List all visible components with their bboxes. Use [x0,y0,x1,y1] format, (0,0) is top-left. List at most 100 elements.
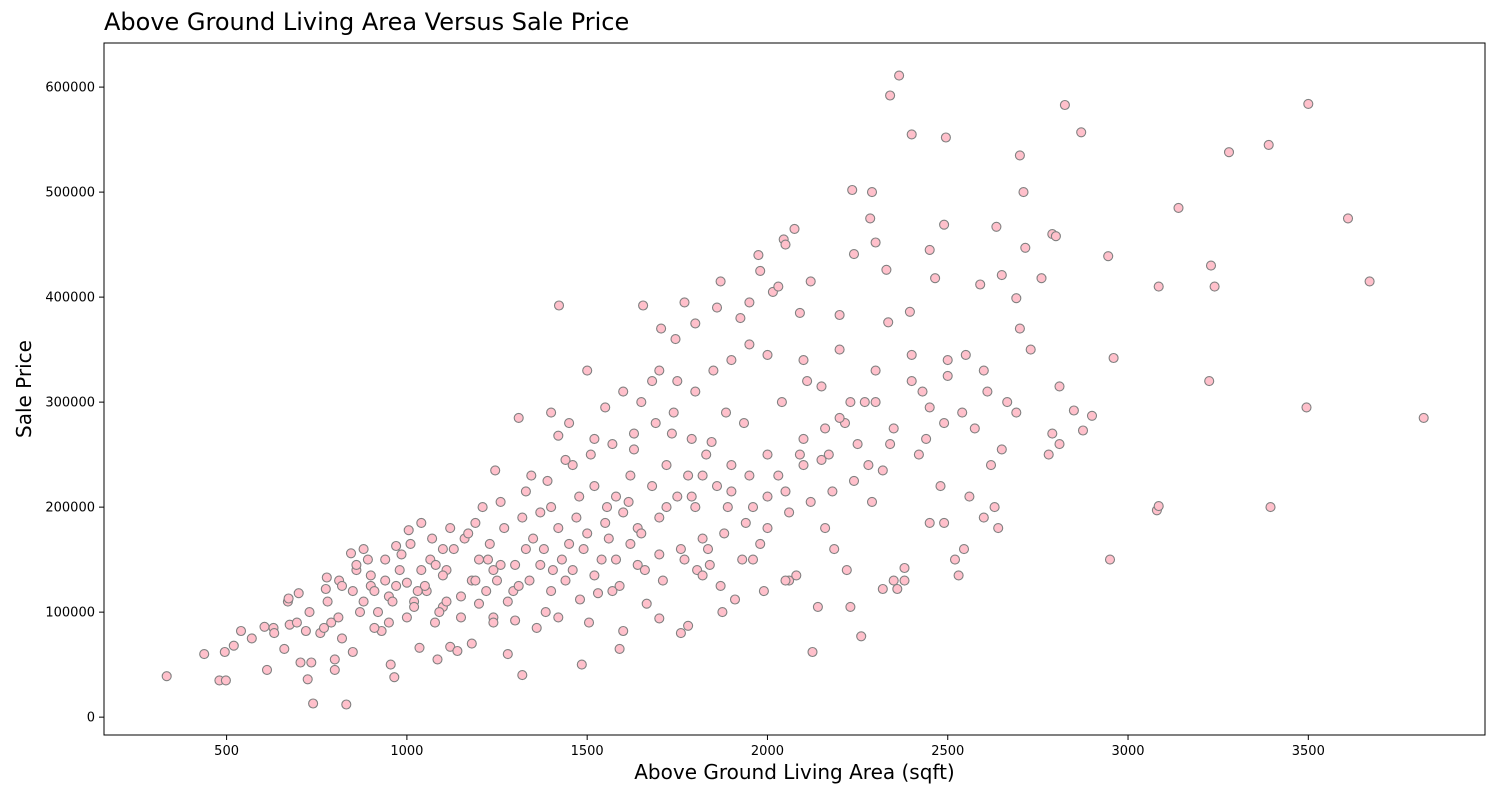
data-point [885,90,896,101]
data-point [488,617,499,628]
y-axis: 0 100000 200000 300000 400000 500000 600000 [45,81,104,726]
data-point [863,460,874,471]
data-point [939,418,950,429]
data-point [318,622,330,633]
data-point [365,570,376,581]
data-point [623,496,634,507]
data-point [427,533,438,544]
data-point [993,523,1004,534]
data-point [719,528,730,539]
data-point [762,449,773,460]
data-point [220,675,231,686]
data-point [654,549,665,560]
data-point [391,580,402,591]
data-point [546,502,557,513]
data-point [347,646,358,658]
data-point [847,184,858,196]
data-point [589,481,600,492]
data-point [1342,213,1354,224]
y-axis-label: Sale Price [12,340,36,438]
y-tick-label: 300000 [45,396,95,411]
data-point [1014,323,1025,334]
data-point [603,533,614,544]
data-point [300,625,311,637]
data-point [538,544,549,555]
data-point [429,617,441,628]
data-point [380,554,391,565]
y-tick-label: 100000 [45,606,95,621]
data-point [697,533,708,544]
data-point [848,249,860,260]
data-point [960,349,971,360]
data-point [473,554,485,565]
data-point [888,575,899,586]
data-point [502,596,513,607]
data-point [679,554,690,565]
data-point [978,365,989,376]
data-point [780,575,791,586]
data-point [762,491,773,502]
data-point [885,439,896,450]
x-tick-label: 500 [214,744,239,759]
data-point [798,355,809,366]
data-point [747,554,759,565]
data-point [528,533,539,544]
data-point [789,223,800,234]
data-point [636,397,647,408]
data-point [690,318,701,329]
data-point [726,486,737,497]
data-point [556,554,567,565]
data-point [784,507,795,518]
data-point [535,507,546,518]
data-point [921,433,932,444]
data-point [755,538,766,549]
data-point [419,580,430,591]
data-point [385,659,396,670]
data-point [686,433,697,444]
data-point [780,486,791,497]
x-tick-label: 2500 [931,744,964,759]
data-point [807,646,818,658]
data-point [762,523,773,534]
data-point [820,423,831,434]
data-point [341,699,352,710]
data-point [638,300,649,311]
data-point [336,580,348,591]
data-point [636,528,647,539]
data-point [488,565,499,576]
data-point [576,659,587,670]
data-point [1047,428,1058,439]
data-point [553,300,565,311]
data-point [499,523,510,534]
data-point [517,670,528,681]
data-point [283,593,294,604]
data-point [1173,202,1184,213]
data-point [899,575,910,586]
data-point [747,502,759,513]
data-point [870,397,881,408]
data-point [744,339,755,350]
data-point [546,586,557,597]
data-point [434,607,445,618]
data-point [906,376,917,387]
data-point [737,554,748,565]
data-point [666,428,677,439]
data-point [834,309,845,321]
data-point [683,620,694,631]
data-point [755,265,766,276]
data-point [892,583,903,595]
data-point [261,664,273,675]
chart-title: Above Ground Living Area Versus Sale Pri… [104,8,630,36]
data-point [1025,344,1036,355]
data-point [675,628,686,639]
data-point [495,496,506,507]
data-point [647,481,658,492]
data-point [524,575,535,586]
data-point [1054,439,1065,450]
data-point [491,575,503,586]
data-point [391,540,402,552]
data-point [235,625,247,637]
data-point [416,517,427,528]
data-point [1036,273,1047,284]
